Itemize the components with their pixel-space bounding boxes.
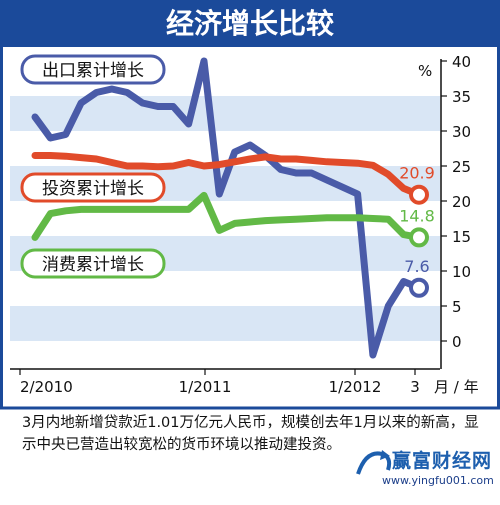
- legend-item: 出口累计增长: [20, 54, 166, 85]
- title-bar: [0, 0, 500, 47]
- series-layer: 7.6 20.9 14.8: [31, 57, 435, 359]
- legend-label: 投资累计增长: [42, 179, 144, 199]
- chart-border: [0, 28, 500, 410]
- legend-box: [20, 172, 166, 203]
- y-tick-label: 20: [452, 193, 471, 211]
- watermark-url: www.yingfu001.com: [382, 474, 494, 487]
- series-end-label: 20.9: [399, 164, 435, 183]
- x-tick-label: 1/2012: [329, 378, 382, 396]
- watermark-logo-icon: [356, 450, 392, 475]
- y-tick-label: 40: [452, 53, 471, 71]
- legend-item: 投资累计增长: [20, 172, 166, 203]
- watermark: 赢富财经网 www.yingfu001.com: [352, 444, 498, 502]
- x-tick-label: 2/2010: [20, 378, 73, 396]
- legend-box: [20, 248, 166, 279]
- y-tick-label: 0: [452, 333, 462, 351]
- x-tick-label: 1/2011: [179, 378, 232, 396]
- y-tick-label: 5: [452, 298, 462, 316]
- series-end-marker: [409, 227, 429, 248]
- series-end-marker: [409, 277, 429, 298]
- series-end-label: 14.8: [399, 206, 435, 225]
- y-axis-ticks: 0 5 10 15 20 25 30 35 40: [441, 53, 471, 351]
- y-tick-label: 10: [452, 263, 471, 281]
- unit-label: %: [418, 62, 432, 80]
- x-tick-label: 3: [410, 378, 420, 396]
- legend-item: 消费累计增长: [20, 248, 166, 279]
- series-line: [31, 57, 423, 359]
- y-tick-label: 15: [452, 228, 471, 246]
- x-unit-label: 月 / 年: [434, 378, 479, 396]
- series-end-marker: [409, 184, 429, 205]
- watermark-title: 赢富财经网: [392, 450, 493, 472]
- y-tick-label: 25: [452, 158, 471, 176]
- legend-label: 消费累计增长: [42, 255, 144, 275]
- caption-text: 3月内地新增贷款近1.01万亿元人民币，规模创去年1月以来的新高，显示中央已营造…: [22, 415, 479, 453]
- series-line: [31, 152, 423, 199]
- series-end-label: 7.6: [404, 257, 429, 276]
- y-tick-label: 30: [452, 123, 471, 141]
- y-tick-label: 35: [452, 88, 471, 106]
- chart-title: 经济增长比较: [166, 7, 334, 40]
- series-line: [31, 191, 423, 241]
- x-axis-ticks: 2/2010 1/2011 1/2012 3 月 / 年: [19, 369, 479, 396]
- legend-box: [20, 54, 166, 85]
- legend-label: 出口累计增长: [42, 61, 144, 81]
